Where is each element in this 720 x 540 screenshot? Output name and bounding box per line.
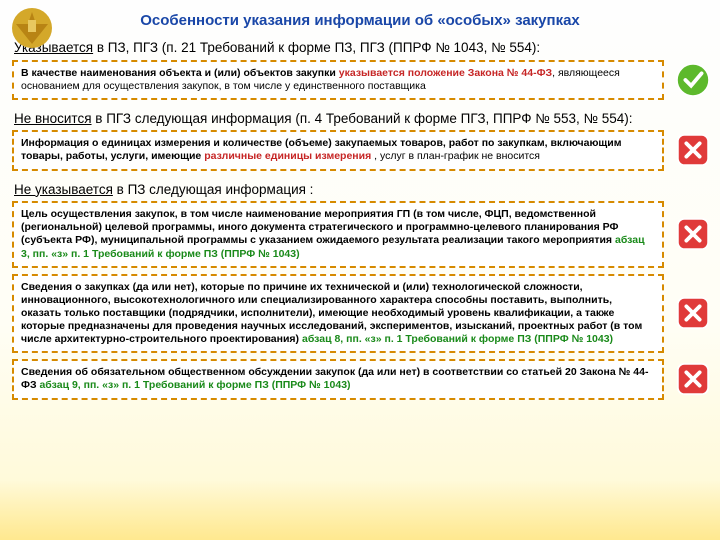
heading-1: Указывается в ПЗ, ПГЗ (п. 21 Требований … (14, 39, 720, 57)
emblem-icon (10, 6, 54, 50)
info-box-5: Сведения об обязательном общественном об… (12, 359, 664, 399)
cross-icon (674, 360, 712, 398)
info-box-1: В качестве наименования объекта и (или) … (12, 60, 664, 100)
cross-icon (674, 294, 712, 332)
info-box-4: Сведения о закупках (да или нет), которы… (12, 274, 664, 354)
info-box-2: Информация о единицах измерения и количе… (12, 130, 664, 170)
footer-gradient (0, 480, 720, 540)
cross-icon (674, 131, 712, 169)
check-icon (674, 61, 712, 99)
heading-2: Не вносится в ПГЗ следующая информация (… (14, 110, 720, 128)
cross-icon (674, 215, 712, 253)
page-title: Особенности указания информации об «особ… (0, 0, 720, 29)
heading-3: Не указывается в ПЗ следующая информация… (14, 181, 720, 199)
info-box-3: Цель осуществления закупок, в том числе … (12, 201, 664, 268)
